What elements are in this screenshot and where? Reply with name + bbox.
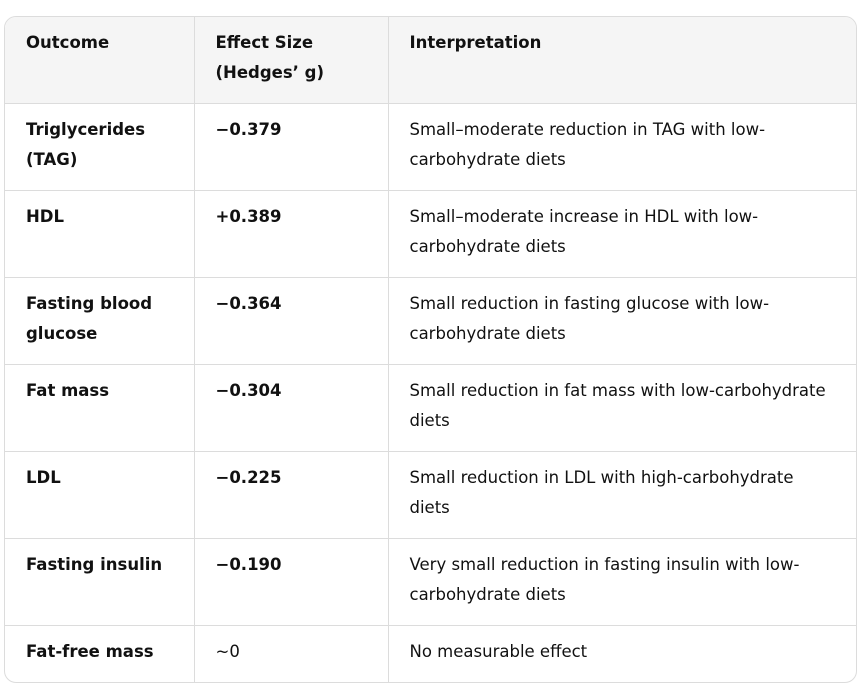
- interpretation-cell: Small reduction in fasting glucose with …: [388, 277, 856, 365]
- effect-size-cell: −0.364: [194, 277, 389, 365]
- table-row: Fat mass −0.304 Small reduction in fat mas…: [5, 364, 856, 452]
- table-body: Triglycerides (TAG) −0.379 Small–moderate …: [5, 103, 856, 682]
- outcome-cell: Fat-free mass: [5, 625, 195, 682]
- effect-size-cell: −0.190: [194, 538, 389, 626]
- table-row: LDL −0.225 Small reduction in LDL with hig…: [5, 451, 856, 539]
- interpretation-cell: Small reduction in fat mass with low-car…: [388, 364, 856, 452]
- outcome-cell: HDL: [5, 190, 195, 278]
- interpretation-cell: Small–moderate increase in HDL with low-…: [388, 190, 856, 278]
- table-row: Fat-free mass ~0 No measurable effect: [5, 625, 856, 682]
- outcome-cell: LDL: [5, 451, 195, 539]
- header-cell: Outcome: [5, 17, 195, 104]
- outcome-cell: Fasting blood glucose: [5, 277, 195, 365]
- interpretation-cell: No measurable effect: [409, 642, 588, 661]
- header-cell: Effect Size (Hedges’ g): [194, 17, 389, 104]
- table-row: Triglycerides (TAG) −0.379 Small–moderate …: [5, 103, 856, 191]
- interpretation-cell: Very small reduction in fasting insulin …: [388, 538, 856, 626]
- effect-size-cell: −0.225: [194, 451, 389, 539]
- header-cell: Interpretation: [388, 17, 856, 104]
- table-container: Outcome Effect Size (Hedges’ g) Interpreta…: [4, 16, 857, 683]
- effect-size-cell: ~0: [194, 625, 389, 682]
- results-table: Outcome Effect Size (Hedges’ g) Interpreta…: [5, 17, 856, 682]
- effect-size-cell: −0.379: [194, 103, 389, 191]
- outcome-cell: Fasting insulin: [5, 538, 195, 626]
- outcome-cell: Triglycerides (TAG): [5, 103, 195, 191]
- effect-size-cell: −0.304: [194, 364, 389, 452]
- outcome-cell: Fat mass: [5, 364, 195, 452]
- table-row: Fasting blood glucose −0.364 Small reducti…: [5, 277, 856, 365]
- effect-size-cell: +0.389: [194, 190, 389, 278]
- table-row: Fasting insulin −0.190 Very small reductio…: [5, 538, 856, 626]
- interpretation-cell: Small–moderate reduction in TAG with low…: [388, 103, 856, 191]
- header-row: Outcome Effect Size (Hedges’ g) Interpreta…: [5, 17, 856, 104]
- interpretation-cell: Small reduction in LDL with high-carbohy…: [388, 451, 856, 539]
- table-row: HDL +0.389 Small–moderate increase in HDL …: [5, 190, 856, 278]
